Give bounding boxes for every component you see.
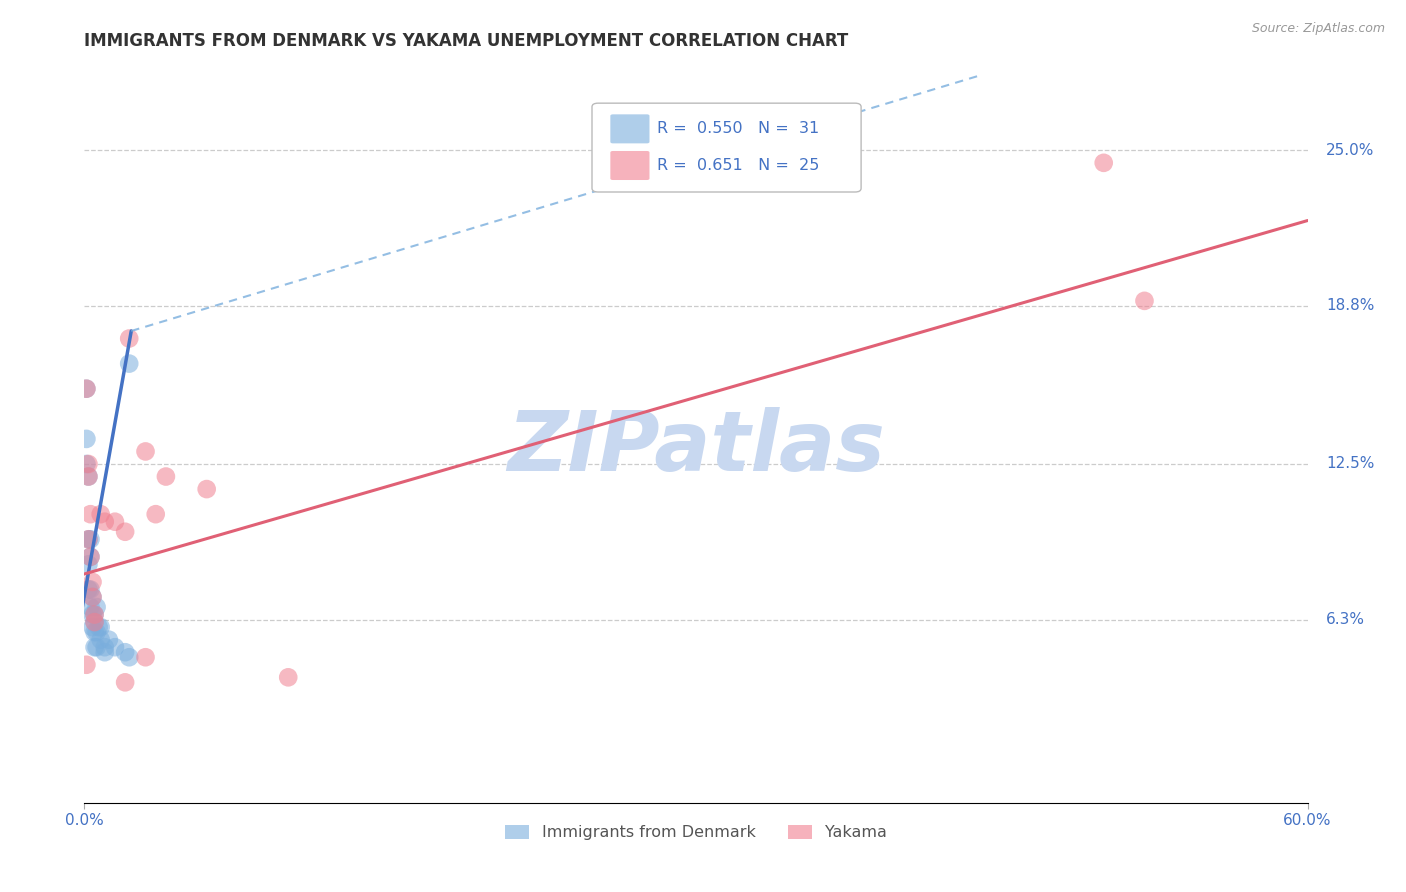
Point bbox=[75, 457, 97, 471]
Point bbox=[145, 507, 167, 521]
Point bbox=[93, 645, 115, 659]
Text: 12.5%: 12.5% bbox=[1326, 457, 1374, 472]
Point bbox=[195, 482, 218, 496]
Text: 18.8%: 18.8% bbox=[1326, 299, 1374, 313]
Point bbox=[75, 432, 97, 446]
Point bbox=[90, 632, 112, 647]
Point bbox=[135, 650, 157, 665]
Text: R =  0.550   N =  31: R = 0.550 N = 31 bbox=[657, 121, 820, 136]
Point bbox=[118, 331, 141, 345]
Point bbox=[104, 515, 127, 529]
Point bbox=[135, 444, 157, 458]
Point bbox=[83, 607, 105, 622]
Point bbox=[79, 549, 101, 564]
Text: 6.3%: 6.3% bbox=[1326, 612, 1365, 627]
Point bbox=[97, 632, 120, 647]
Point bbox=[86, 600, 108, 615]
Point bbox=[86, 625, 108, 640]
Point bbox=[77, 533, 100, 547]
Text: Source: ZipAtlas.com: Source: ZipAtlas.com bbox=[1251, 22, 1385, 36]
Text: R =  0.651   N =  25: R = 0.651 N = 25 bbox=[657, 158, 820, 173]
Point bbox=[1092, 156, 1115, 170]
Point bbox=[1133, 293, 1156, 308]
Point bbox=[83, 607, 105, 622]
FancyBboxPatch shape bbox=[610, 151, 650, 180]
Point bbox=[90, 620, 112, 634]
Point bbox=[79, 533, 101, 547]
Point bbox=[79, 507, 101, 521]
Point bbox=[114, 524, 136, 539]
Point bbox=[75, 657, 97, 672]
Point bbox=[83, 615, 105, 629]
Point bbox=[93, 515, 115, 529]
Point bbox=[277, 670, 299, 684]
Point bbox=[90, 507, 112, 521]
Text: ZIPatlas: ZIPatlas bbox=[508, 407, 884, 488]
Point bbox=[82, 574, 104, 589]
Point bbox=[82, 590, 104, 604]
Point bbox=[104, 640, 127, 655]
Point bbox=[118, 650, 141, 665]
Point bbox=[79, 549, 101, 564]
Point bbox=[77, 469, 100, 483]
Point bbox=[82, 620, 104, 634]
Text: 25.0%: 25.0% bbox=[1326, 143, 1374, 158]
Point bbox=[77, 457, 100, 471]
Point bbox=[118, 357, 141, 371]
Point bbox=[75, 382, 97, 396]
Point bbox=[79, 600, 101, 615]
Point bbox=[83, 640, 105, 655]
FancyBboxPatch shape bbox=[592, 103, 860, 192]
Point bbox=[83, 615, 105, 629]
Point bbox=[75, 382, 97, 396]
Point bbox=[114, 675, 136, 690]
Point bbox=[77, 469, 100, 483]
Point bbox=[77, 533, 100, 547]
Point bbox=[77, 558, 100, 572]
Text: IMMIGRANTS FROM DENMARK VS YAKAMA UNEMPLOYMENT CORRELATION CHART: IMMIGRANTS FROM DENMARK VS YAKAMA UNEMPL… bbox=[84, 32, 849, 50]
Point bbox=[82, 590, 104, 604]
Point bbox=[155, 469, 177, 483]
Point bbox=[83, 625, 105, 640]
Legend: Immigrants from Denmark, Yakama: Immigrants from Denmark, Yakama bbox=[499, 818, 893, 847]
Point bbox=[93, 640, 115, 655]
FancyBboxPatch shape bbox=[610, 114, 650, 144]
Point bbox=[87, 620, 110, 634]
Point bbox=[86, 640, 108, 655]
Point bbox=[114, 645, 136, 659]
Point bbox=[77, 582, 100, 597]
Point bbox=[79, 582, 101, 597]
Point bbox=[82, 607, 104, 622]
